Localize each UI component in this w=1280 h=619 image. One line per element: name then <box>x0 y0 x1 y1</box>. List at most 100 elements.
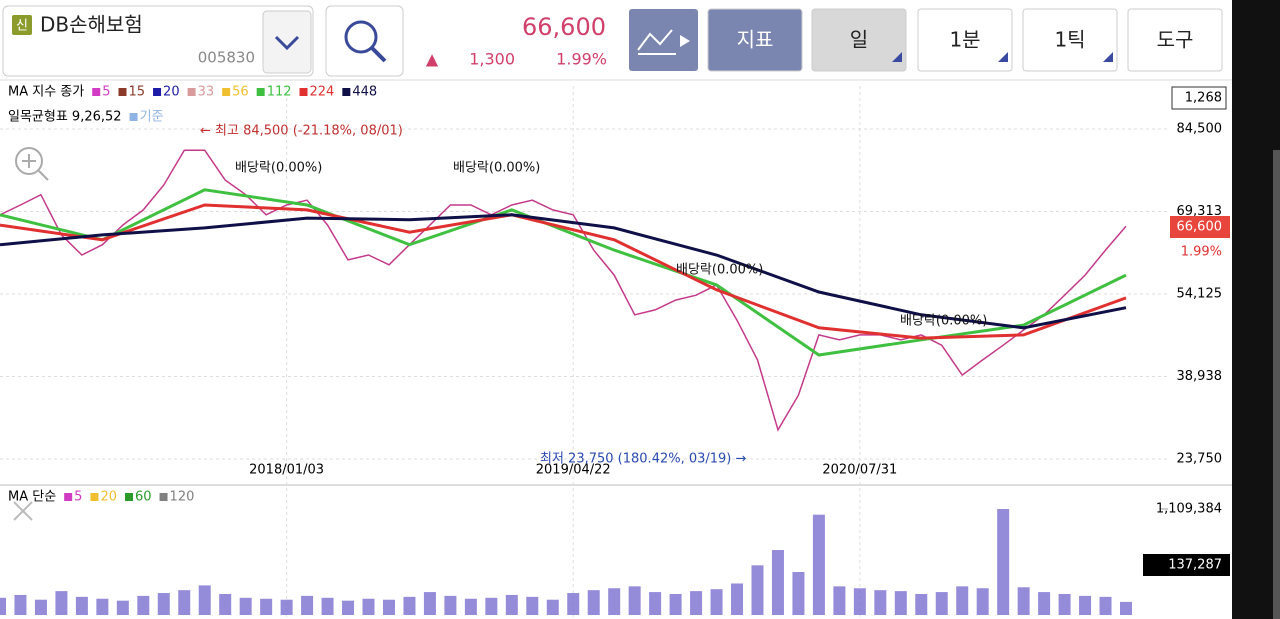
dropdown-button[interactable] <box>262 10 312 74</box>
volume-bar <box>96 598 109 615</box>
side-bar <box>1232 0 1280 619</box>
volume-bar <box>567 593 580 615</box>
legend-label: 112 <box>267 85 292 100</box>
volume-bar <box>792 572 805 615</box>
annotation: 배당락(0.00%) <box>676 263 763 278</box>
volume-bar <box>587 590 600 615</box>
volume-bar <box>239 597 252 615</box>
volume-bar <box>812 514 825 615</box>
button-label: 일 <box>850 28 868 52</box>
stock-code: 005830 <box>198 49 255 67</box>
volume-bar <box>710 589 723 615</box>
volume-bar <box>444 595 457 615</box>
volume-bar <box>423 592 436 615</box>
annotation: 배당락(0.00%) <box>900 314 987 329</box>
x-tick-label: 2018/01/03 <box>249 463 324 478</box>
chevron <box>274 35 300 51</box>
volume-box <box>1143 554 1230 576</box>
annotation: 최저 23,750 (180.42%, 03/19) → <box>540 452 747 467</box>
legend-label: 기준 <box>140 110 164 125</box>
change-pct: 1.99% <box>556 50 607 69</box>
badge <box>12 15 32 35</box>
volume-bar <box>55 591 68 615</box>
button-label: 지표 <box>737 28 774 52</box>
zoom-icon[interactable] <box>15 147 43 175</box>
price-line <box>0 149 1127 432</box>
volume-bar <box>608 588 621 615</box>
close-icon[interactable] <box>13 501 33 521</box>
button-label: 1분 <box>949 28 980 52</box>
volume-bar <box>464 598 477 615</box>
legend-label: 15 <box>129 85 146 100</box>
legend-swatch <box>92 88 101 96</box>
volume-bar <box>1120 601 1132 615</box>
stock-name: DB손해보험 <box>40 13 143 37</box>
chart-icon <box>637 29 676 55</box>
volume-bar <box>690 591 703 615</box>
legend-swatch <box>159 493 168 501</box>
y-tick-label: 23,750 <box>1177 452 1223 467</box>
legend-swatch <box>187 88 196 96</box>
button[interactable] <box>1127 8 1223 72</box>
top-label: 1,268 <box>1185 91 1222 106</box>
volume-bar <box>997 509 1010 615</box>
volume-bar <box>669 593 682 615</box>
legend-swatch <box>90 493 99 501</box>
volume-bar <box>935 592 948 615</box>
top-label-box <box>1171 86 1227 110</box>
stock-box[interactable] <box>2 5 314 77</box>
legend-swatch <box>256 88 265 96</box>
legend-label: 120 <box>170 490 195 505</box>
search-icon <box>344 20 378 54</box>
search-icon <box>370 46 387 63</box>
volume-bar <box>1017 587 1030 615</box>
button[interactable] <box>917 8 1013 72</box>
y-tick-label: 38,938 <box>1177 369 1223 384</box>
legend-label: 224 <box>310 85 335 100</box>
x-tick-label: 2020/07/31 <box>822 463 897 478</box>
scrollbar <box>1273 150 1280 619</box>
annotation: ← 최고 84,500 (-21.18%, 08/01) <box>200 124 403 139</box>
y-tick-label: 54,125 <box>1177 287 1223 302</box>
volume-label: 137,287 <box>1168 558 1222 573</box>
volume-bar <box>751 565 764 615</box>
y-tick-label: 1,109,384 <box>1156 502 1222 517</box>
price-line <box>0 188 1127 357</box>
legend-swatch <box>125 493 133 501</box>
up-arrow: ▲ <box>426 50 439 69</box>
corner-mark <box>998 52 1008 62</box>
legend-label: 5 <box>102 85 110 100</box>
change: 1,300 <box>469 50 515 69</box>
volume-bar <box>731 583 744 615</box>
button-label: 1틱 <box>1054 28 1085 52</box>
legend-label: 448 <box>352 85 377 100</box>
volume-bar <box>75 596 88 615</box>
ichimoku-title: 일목균형표 9,26,52 <box>8 110 122 125</box>
volume-bar <box>874 590 887 615</box>
volume-bar <box>301 595 314 615</box>
button[interactable] <box>1022 8 1118 72</box>
volume-bar <box>505 594 518 615</box>
legend-swatch <box>129 113 138 121</box>
button[interactable] <box>707 8 803 72</box>
volume-bar <box>157 593 170 615</box>
volume-bar <box>1099 596 1112 615</box>
corner-mark <box>892 52 902 62</box>
price: 66,600 <box>522 13 606 41</box>
volume-bar <box>894 591 907 615</box>
legend-swatch <box>299 88 308 96</box>
legend-label: 56 <box>232 85 249 100</box>
legend-title: MA 단순 <box>8 490 56 505</box>
volume-bar <box>34 599 47 615</box>
volume-bar <box>342 600 355 615</box>
search-button[interactable] <box>325 5 404 77</box>
volume-bar <box>198 585 211 615</box>
volume-bar <box>1079 595 1092 615</box>
button[interactable] <box>811 8 907 72</box>
x-tick-label: 2019/04/22 <box>536 463 611 478</box>
price-label: 66,600 <box>1177 220 1223 235</box>
legend-title: MA 지수 종가 <box>8 85 84 100</box>
volume-bar <box>546 599 559 615</box>
volume-bar <box>833 586 846 615</box>
